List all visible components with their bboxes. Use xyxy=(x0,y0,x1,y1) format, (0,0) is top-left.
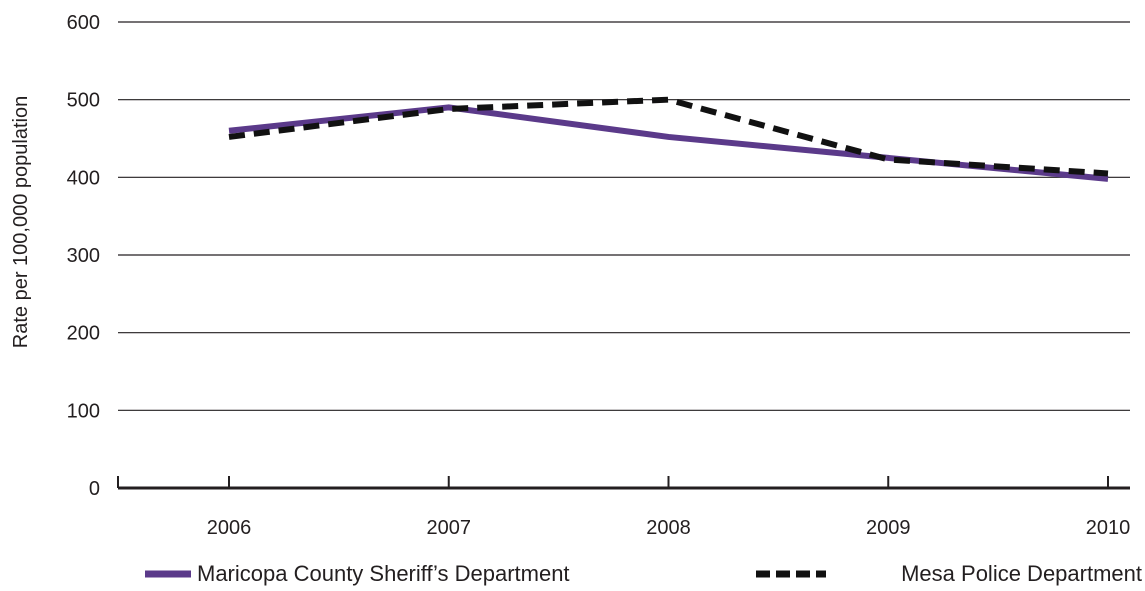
y-tick-label: 500 xyxy=(67,90,100,112)
legend: Maricopa County Sheriff’s Department Mesa… xyxy=(145,561,1142,586)
y-tick-label: 0 xyxy=(89,478,100,500)
y-axis-ticks: 0 100 200 300 400 500 600 xyxy=(67,12,100,500)
legend-label: Mesa Police Department xyxy=(901,561,1142,586)
x-axis: 2006 2007 2008 2009 2010 xyxy=(117,476,1131,539)
x-tick-label: 2008 xyxy=(646,517,691,539)
gridlines xyxy=(118,21,1130,411)
y-tick-label: 100 xyxy=(67,400,100,422)
x-tick-label: 2009 xyxy=(866,517,911,539)
series-lines xyxy=(228,96,1109,182)
x-tick-label: 2007 xyxy=(427,517,472,539)
y-tick-label: 200 xyxy=(67,323,100,345)
y-tick-label: 300 xyxy=(67,245,100,267)
y-tick-label: 400 xyxy=(67,167,100,189)
x-tick-label: 2010 xyxy=(1086,517,1131,539)
series-line xyxy=(228,104,1109,182)
x-tick-label: 2006 xyxy=(207,517,252,539)
y-axis-label: Rate per 100,000 population xyxy=(10,96,32,348)
y-tick-label: 600 xyxy=(67,12,100,34)
legend-label: Maricopa County Sheriff’s Department xyxy=(197,561,570,586)
